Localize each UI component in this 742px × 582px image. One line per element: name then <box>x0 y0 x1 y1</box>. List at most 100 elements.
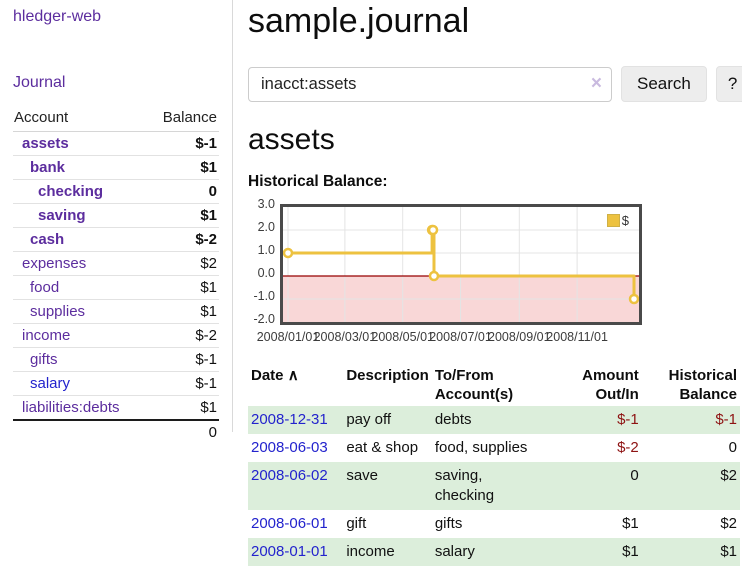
search-button[interactable]: Search <box>621 66 707 102</box>
register-col-balance: Historical Balance <box>668 367 737 403</box>
transaction-accounts: debts <box>431 406 543 434</box>
transaction-description: gift <box>346 515 367 532</box>
transaction-amount: $-1 <box>542 406 642 434</box>
account-row: assets $-1 <box>13 132 219 156</box>
main-content: sample.journal × Search ? assets Histori… <box>248 0 742 566</box>
account-balance: $1 <box>147 299 219 324</box>
account-balance: $-2 <box>147 323 219 348</box>
transaction-balance: 0 <box>728 439 737 456</box>
sidebar-item-journal[interactable]: Journal <box>13 74 66 91</box>
transaction-accounts: saving, checking <box>431 462 543 510</box>
account-link[interactable]: expenses <box>22 255 87 272</box>
transaction-accounts: salary <box>431 538 543 566</box>
account-balance: $-1 <box>147 347 219 372</box>
account-row: saving $1 <box>13 203 219 228</box>
account-link[interactable]: cash <box>30 231 65 248</box>
account-balance: 0 <box>147 179 219 204</box>
y-tick-label: 1.0 <box>257 243 275 257</box>
legend-label: $ <box>621 213 629 228</box>
account-balance: $1 <box>147 275 219 300</box>
x-tick-label: 2008/07/01 <box>429 330 492 344</box>
account-link[interactable]: checking <box>38 183 104 200</box>
account-balance: $-1 <box>195 135 217 152</box>
register-row: 2008-01-01 income salary $1 $1 <box>248 538 740 566</box>
register-col-description: Description <box>346 367 429 384</box>
y-tick-label: 0.0 <box>257 266 275 280</box>
account-link[interactable]: liabilities:debts <box>22 399 120 416</box>
account-row: bank $1 <box>13 155 219 180</box>
account-row: supplies $1 <box>13 299 219 324</box>
register-row: 2008-12-31 pay off debts $-1 $-1 <box>248 406 740 434</box>
app-title-link[interactable]: hledger-web <box>13 8 102 25</box>
account-link[interactable]: salary <box>30 375 71 392</box>
account-link[interactable]: gifts <box>30 351 58 368</box>
y-tick-label: -2.0 <box>253 312 275 326</box>
transaction-date-link[interactable]: 2008-06-02 <box>251 467 328 484</box>
x-tick-label: 2008/03/01 <box>313 330 377 344</box>
transaction-accounts: gifts <box>434 515 463 532</box>
account-link[interactable]: bank <box>30 159 66 176</box>
transaction-date-link[interactable]: 2008-01-01 <box>251 543 328 560</box>
transaction-description: eat & shop <box>346 439 419 456</box>
transaction-date-link[interactable]: 2008-06-03 <box>251 439 328 456</box>
account-link[interactable]: food <box>30 279 60 296</box>
account-balance: $1 <box>147 155 219 180</box>
clear-search-icon[interactable]: × <box>590 72 602 94</box>
account-link[interactable]: supplies <box>30 303 86 320</box>
register-col-amount: Amount Out/In <box>582 367 639 403</box>
help-button[interactable]: ? <box>715 66 742 102</box>
x-tick-label: 2008/09/01 <box>488 330 551 344</box>
register-col-date: Date ∧ <box>251 367 299 384</box>
transaction-amount: $1 <box>542 538 642 566</box>
transaction-description: pay off <box>343 406 432 434</box>
account-row: gifts $-1 <box>13 347 219 372</box>
x-tick-label: 2008/05/01 <box>371 330 434 344</box>
register-table: Date ∧ Description To/From Account(s) Am… <box>248 364 740 566</box>
y-tick-label: 3.0 <box>257 197 275 211</box>
register-col-accounts: To/From Account(s) <box>434 367 514 403</box>
transaction-description: save <box>343 462 432 510</box>
account-row: salary $-1 <box>13 371 219 396</box>
chart-plot-area: $ <box>280 204 642 325</box>
transaction-balance: $2 <box>641 462 740 510</box>
transaction-date-link[interactable]: 2008-12-31 <box>251 411 328 428</box>
account-balance: $-1 <box>147 371 219 396</box>
account-row: income $-2 <box>13 323 219 348</box>
account-balance: $2 <box>147 251 219 276</box>
page-title: sample.journal <box>248 2 470 40</box>
account-link[interactable]: saving <box>38 207 86 224</box>
transaction-balance: $1 <box>641 538 740 566</box>
account-balance: $1 <box>147 203 219 228</box>
accounts-total: 0 <box>147 419 219 444</box>
transaction-accounts: food, supplies <box>434 439 528 456</box>
transaction-amount: $-2 <box>617 439 639 456</box>
account-row: expenses $2 <box>13 251 219 276</box>
register-row: 2008-06-03 eat & shop food, supplies $-2 0 <box>248 434 740 462</box>
transaction-amount: 0 <box>542 462 642 510</box>
account-link[interactable]: income <box>22 327 71 344</box>
sidebar: hledger-web Journal Account Balance asse… <box>0 0 233 444</box>
transaction-date-link[interactable]: 2008-06-01 <box>251 515 328 532</box>
transaction-balance: $2 <box>720 515 737 532</box>
account-row: liabilities:debts $1 <box>13 395 219 420</box>
historical-balance-chart: 3.0 2.0 1.0 0.0 -1.0 -2.0 $ 2008/01/01 2008/03… <box>248 197 642 344</box>
chart-label: Historical Balance: <box>248 173 388 190</box>
accounts-col-account: Account <box>13 107 148 132</box>
register-row: 2008-06-02 save saving, checking 0 $2 <box>248 462 740 510</box>
accounts-total-row: 0 <box>13 419 219 444</box>
legend-swatch-icon <box>606 214 620 227</box>
search-input[interactable] <box>248 66 612 102</box>
account-row: checking 0 <box>13 179 219 204</box>
transaction-description: income <box>343 538 432 566</box>
register-row: 2008-06-01 gift gifts $1 $2 <box>248 510 740 538</box>
y-tick-label: -1.0 <box>253 289 275 303</box>
x-tick-label: 2008/01/01 <box>256 330 320 344</box>
sort-ascending-icon: ∧ <box>287 367 299 384</box>
account-row: food $1 <box>13 275 219 300</box>
account-balance: $1 <box>147 395 219 420</box>
chart-legend: $ <box>605 212 630 229</box>
account-link[interactable]: assets <box>22 135 69 152</box>
x-tick-label: 2008/11/01 <box>546 330 608 344</box>
account-balance: $-2 <box>147 227 219 252</box>
transaction-balance: $-1 <box>641 406 740 434</box>
